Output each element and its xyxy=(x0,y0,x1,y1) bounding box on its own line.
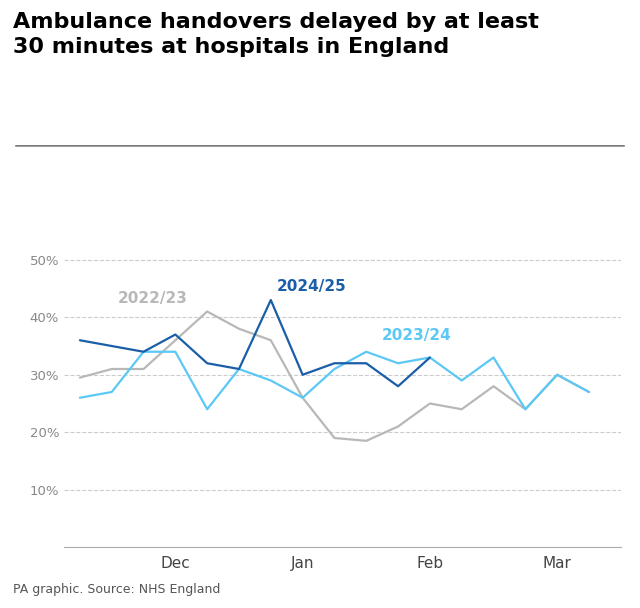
Text: Ambulance handovers delayed by at least
30 minutes at hospitals in England: Ambulance handovers delayed by at least … xyxy=(13,12,539,57)
Text: PA graphic. Source: NHS England: PA graphic. Source: NHS England xyxy=(13,583,220,596)
Text: 2023/24: 2023/24 xyxy=(382,328,452,343)
Text: 2022/23: 2022/23 xyxy=(118,291,188,306)
Text: 2024/25: 2024/25 xyxy=(277,279,347,294)
